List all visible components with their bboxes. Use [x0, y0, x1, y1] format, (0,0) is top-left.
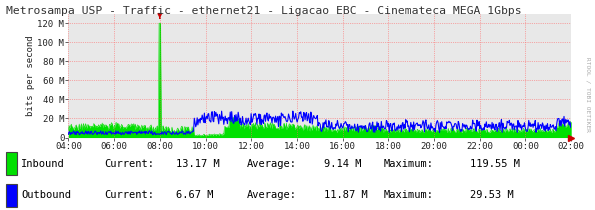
Text: Current:: Current: [104, 159, 154, 169]
Text: 11.87 M: 11.87 M [324, 190, 368, 200]
Y-axis label: bits per second: bits per second [26, 35, 35, 116]
Text: Current:: Current: [104, 190, 154, 200]
Text: Maximum:: Maximum: [384, 159, 434, 169]
Text: RTOOL / TOBI OETIKER: RTOOL / TOBI OETIKER [586, 57, 591, 132]
Text: Maximum:: Maximum: [384, 190, 434, 200]
Text: 9.14 M: 9.14 M [324, 159, 362, 169]
Text: Average:: Average: [247, 159, 297, 169]
Text: Metrosampa USP - Traffic - ethernet21 - Ligacao EBC - Cinemateca MEGA 1Gbps: Metrosampa USP - Traffic - ethernet21 - … [6, 6, 522, 16]
Text: Inbound: Inbound [21, 159, 65, 169]
Text: Outbound: Outbound [21, 190, 71, 200]
Text: 13.17 M: 13.17 M [176, 159, 220, 169]
Text: 6.67 M: 6.67 M [176, 190, 213, 200]
Text: 29.53 M: 29.53 M [470, 190, 514, 200]
Text: Average:: Average: [247, 190, 297, 200]
Text: 119.55 M: 119.55 M [470, 159, 520, 169]
